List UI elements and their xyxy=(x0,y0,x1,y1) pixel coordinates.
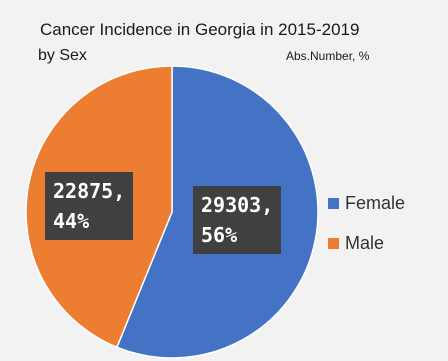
data-label-male: 22875, 44% xyxy=(45,172,134,240)
legend-label-female: Female xyxy=(345,192,406,213)
chart-legend: Female Male xyxy=(328,190,405,270)
chart-title: Cancer Incidence in Georgia in 2015-2019 xyxy=(40,20,360,39)
legend-item-male[interactable]: Male xyxy=(328,230,405,256)
legend-item-female[interactable]: Female xyxy=(328,190,405,216)
chart-subtitle-left: by Sex xyxy=(38,47,87,64)
chart-subtitle-right: Abs.Number, % xyxy=(286,49,370,63)
data-label-female: 29303, 56% xyxy=(193,186,282,254)
legend-label-male: Male xyxy=(345,232,385,253)
legend-swatch-female xyxy=(328,197,339,209)
legend-swatch-male xyxy=(328,237,339,249)
